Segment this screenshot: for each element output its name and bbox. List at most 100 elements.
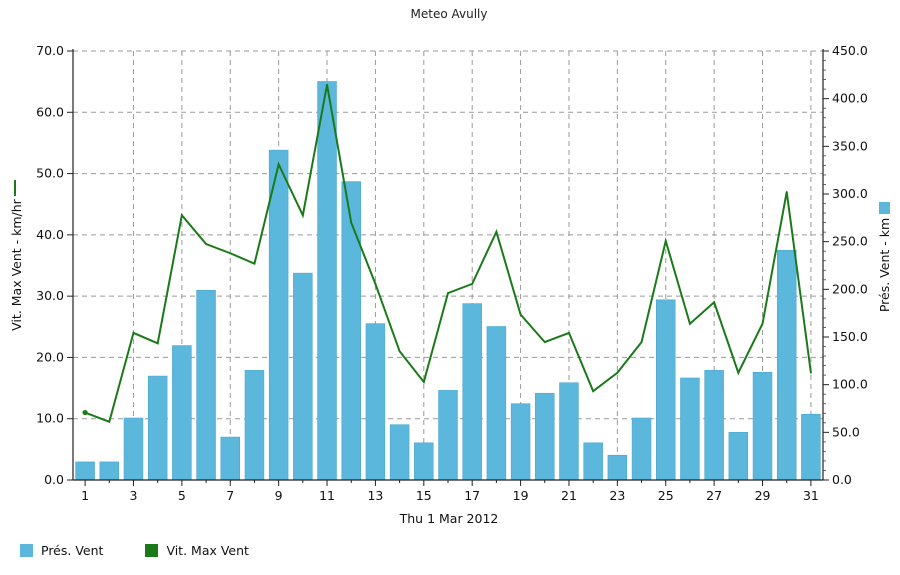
right-axis-legend-mark — [879, 202, 890, 214]
line-point — [664, 240, 667, 242]
line-point — [422, 381, 425, 383]
bar — [99, 461, 120, 481]
line-point — [495, 230, 498, 233]
line-point — [519, 313, 522, 316]
left-tick-label: 20.0 — [36, 349, 64, 364]
chart-title: Meteo Avully — [411, 7, 488, 21]
line-point — [398, 350, 401, 353]
line-point — [253, 262, 256, 265]
legend-item-vit-max-vent: Vit. Max Vent — [145, 543, 249, 558]
left-tick-label: 40.0 — [36, 227, 64, 242]
x-tick-label: 1 — [81, 488, 89, 503]
x-tick-label: 13 — [367, 488, 383, 503]
x-tick-label: 23 — [609, 488, 625, 503]
bar — [389, 424, 410, 481]
line-point — [737, 371, 740, 374]
line-point — [640, 341, 643, 344]
line-point — [543, 341, 546, 344]
right-axis-title: Prés. Vent - km — [877, 218, 892, 312]
line-point — [471, 282, 474, 285]
left-tick-label: 0.0 — [44, 472, 64, 487]
right-tick-label: 50.0 — [832, 424, 860, 439]
bar — [341, 181, 361, 481]
bar — [801, 413, 821, 481]
bar — [293, 272, 313, 481]
x-tick-label: 17 — [464, 488, 480, 503]
bar — [220, 436, 240, 481]
line-point — [616, 371, 619, 374]
bar — [486, 326, 507, 481]
left-tick-label: 30.0 — [36, 288, 64, 303]
bar — [510, 403, 531, 481]
bar — [631, 417, 652, 481]
left-tick-label: 10.0 — [36, 411, 64, 426]
line-series — [82, 83, 812, 424]
right-axis-ticks: 0.0 50.0 100.0 150.0 200.0 250.0 300.0 350.0 400… — [823, 43, 868, 487]
bar — [535, 392, 555, 481]
x-tick-label: 7 — [226, 488, 234, 503]
legend-label-vit-max-vent: Vit. Max Vent — [166, 543, 249, 558]
line-point — [592, 390, 595, 393]
bar — [462, 303, 482, 481]
right-tick-label: 450.0 — [832, 43, 868, 58]
bar — [656, 299, 676, 481]
right-tick-label: 200.0 — [832, 281, 868, 296]
line-point — [713, 301, 716, 304]
right-tick-label: 350.0 — [832, 138, 868, 153]
legend-label-pres-vent: Prés. Vent — [41, 543, 104, 558]
legend-swatch-pres-vent — [20, 544, 33, 557]
bar — [147, 375, 168, 481]
x-axis-ticks: 1 3 5 7 9 11 13 15 17 19 21 23 25 27 29 31 — [81, 480, 819, 503]
bar — [414, 442, 434, 481]
x-tick-label: 5 — [178, 488, 186, 503]
bar — [123, 417, 144, 481]
line-point — [132, 332, 135, 334]
x-tick-label: 21 — [561, 488, 577, 503]
line-point — [326, 83, 328, 86]
bar — [752, 371, 773, 481]
x-axis-title: Thu 1 Mar 2012 — [399, 511, 499, 526]
bar — [244, 370, 265, 481]
line-point — [82, 409, 88, 416]
right-tick-label: 400.0 — [832, 91, 868, 106]
line-point — [108, 420, 111, 423]
bar — [317, 81, 337, 481]
left-tick-label: 60.0 — [36, 104, 64, 119]
bar — [75, 461, 95, 481]
line-point — [205, 243, 207, 245]
bar — [776, 249, 797, 481]
legend: Prés. Vent Vit. Max Vent — [20, 543, 249, 558]
left-axis-ticks: 0.0 10.0 20.0 30.0 40.0 50.0 60.0 70.0 — [36, 43, 73, 487]
bar — [268, 149, 289, 481]
bar — [680, 377, 700, 481]
line-path — [84, 84, 812, 424]
x-tick-label: 3 — [130, 488, 138, 503]
left-tick-label: 50.0 — [36, 166, 64, 181]
bar — [365, 323, 386, 481]
x-tick-label: 25 — [658, 488, 674, 503]
right-tick-label: 150.0 — [832, 329, 868, 344]
right-axis-title-group: Prés. Vent - km — [877, 202, 892, 312]
bar — [172, 345, 192, 481]
bar — [559, 382, 579, 481]
right-tick-label: 300.0 — [832, 186, 868, 201]
line-point — [447, 292, 449, 294]
line-point — [301, 214, 304, 217]
x-tick-label: 11 — [319, 488, 335, 503]
line-point — [180, 214, 183, 217]
x-tick-label: 15 — [416, 488, 432, 503]
bar-series — [75, 81, 821, 481]
x-tick-label: 31 — [803, 488, 819, 503]
right-tick-label: 250.0 — [832, 234, 868, 249]
left-axis-title: Vit. Max Vent - km/hr — [9, 198, 24, 331]
left-tick-label: 70.0 — [36, 43, 64, 58]
left-axis-title-group: Vit. Max Vent - km/hr — [9, 180, 24, 331]
x-tick-label: 9 — [275, 488, 283, 503]
line-point — [785, 191, 788, 193]
line-point — [277, 163, 280, 166]
bar — [728, 432, 749, 481]
right-tick-label: 0.0 — [832, 472, 852, 487]
bar — [583, 442, 603, 481]
line-point — [568, 332, 570, 334]
